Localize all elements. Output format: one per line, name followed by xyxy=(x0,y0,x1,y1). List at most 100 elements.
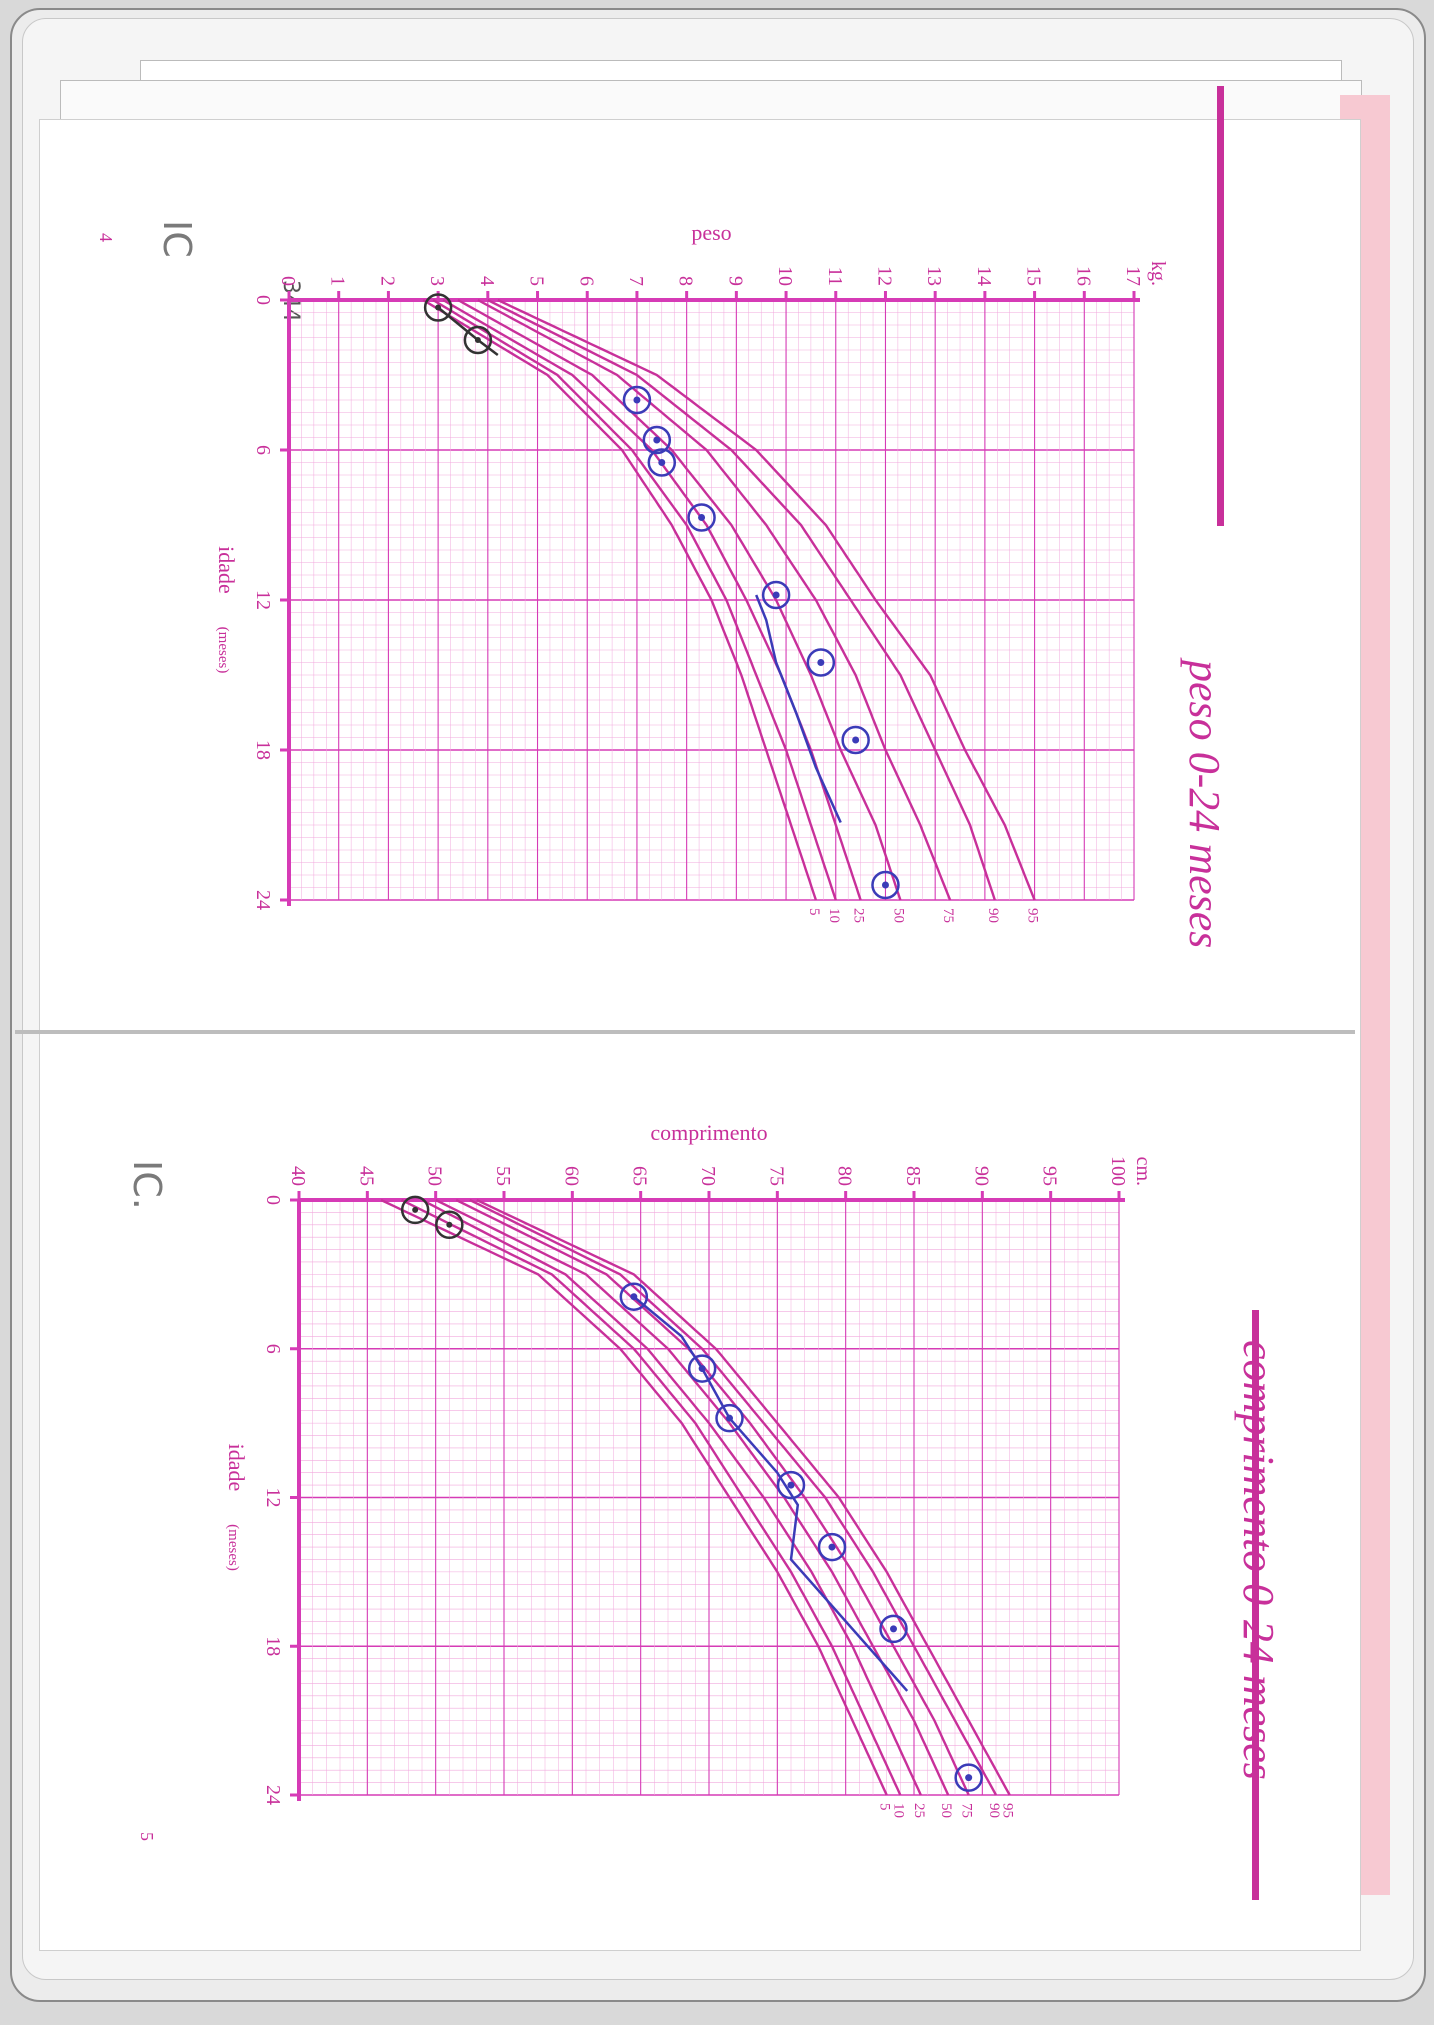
y-tick-label: 90 xyxy=(970,1166,992,1186)
pen-measurement-dot xyxy=(658,459,666,466)
y-tick-label: 60 xyxy=(560,1166,582,1186)
percentile-curve-90 xyxy=(487,298,996,901)
percentile-label: 50 xyxy=(938,1803,954,1818)
weight-page: peso 0-24 meses 4 IC 344 061218240123456… xyxy=(96,86,1229,948)
pen-measurement-dot xyxy=(965,1774,973,1782)
pencil-measurement-dot xyxy=(446,1221,453,1228)
y-tick-label: 70 xyxy=(697,1166,719,1186)
x-tick-label: 12 xyxy=(252,590,274,610)
y-axis-unit: cm. xyxy=(1132,1157,1154,1186)
x-tick-label: 24 xyxy=(252,890,274,910)
y-axis-unit: kg. xyxy=(1147,261,1169,286)
pen-measurement-circle xyxy=(806,648,836,677)
y-tick-label: 13 xyxy=(923,266,945,286)
y-tick-label: 45 xyxy=(355,1166,377,1186)
y-tick-label: 95 xyxy=(1039,1166,1061,1186)
y-tick-label: 4 xyxy=(476,276,498,286)
pencil-measurement-circle xyxy=(423,293,453,322)
title-bar xyxy=(1217,86,1224,526)
y-tick-label: 12 xyxy=(873,266,895,286)
page-number: 5 xyxy=(137,1832,157,1841)
percentile-curve-10 xyxy=(400,1198,902,1796)
y-tick-label: 11 xyxy=(824,267,846,286)
y-tick-label: 14 xyxy=(973,266,995,286)
pen-measurement-dot xyxy=(633,396,641,404)
y-tick-label: 15 xyxy=(1023,266,1045,286)
y-tick-label: 10 xyxy=(774,266,796,286)
pen-measurement-circle xyxy=(647,448,677,477)
y-tick-label: 7 xyxy=(625,276,647,286)
percentile-curve-10 xyxy=(432,298,837,901)
page-number: 4 xyxy=(96,233,116,242)
pencil-measurement-dot xyxy=(435,304,442,311)
percentile-label: 25 xyxy=(851,908,867,923)
percentile-curve-50 xyxy=(457,298,902,901)
x-axis-unit: (meses) xyxy=(215,627,231,674)
percentile-curve-5 xyxy=(422,298,818,901)
y-tick-label: 6 xyxy=(575,276,597,286)
y-tick-label: 50 xyxy=(424,1166,446,1186)
pen-measurement-dot xyxy=(772,591,780,599)
pen-measurement-dot xyxy=(630,1293,638,1301)
pencil-measurement-circle xyxy=(463,325,493,355)
percentile-label: 50 xyxy=(890,908,906,923)
percentile-curve-25 xyxy=(442,298,862,901)
pen-measurement-circle xyxy=(622,385,652,415)
pen-measurement-dot xyxy=(852,736,860,744)
y-tick-label: 17 xyxy=(1122,266,1144,286)
pen-growth-line xyxy=(633,1295,909,1692)
percentile-label: 10 xyxy=(826,908,842,923)
grid xyxy=(298,1199,1120,1796)
pen-measurement-circle xyxy=(879,1614,908,1644)
percentile-curve-95 xyxy=(497,298,1036,901)
y-tick-label: 55 xyxy=(492,1166,514,1186)
percentile-label: 90 xyxy=(986,1803,1002,1818)
percentile-curve-95 xyxy=(476,1198,1011,1796)
y-tick-label: 75 xyxy=(765,1166,787,1186)
grid xyxy=(288,299,1135,901)
pen-measurement-circle xyxy=(715,1403,744,1433)
y-tick-label: 3 xyxy=(426,276,448,286)
pen-growth-line xyxy=(755,594,842,824)
percentile-curve-25 xyxy=(421,1198,922,1796)
pen-measurement-circle xyxy=(687,1354,717,1383)
x-tick-label: 18 xyxy=(262,1636,284,1656)
y-tick-label: 1 xyxy=(327,276,349,286)
percentile-label: 90 xyxy=(985,908,1001,923)
y-tick-label: 65 xyxy=(629,1166,651,1186)
weight-title: peso 0-24 meses xyxy=(1180,657,1229,948)
handwritten-mark: IC. xyxy=(125,1160,169,1210)
y-tick-label: 8 xyxy=(675,276,697,286)
y-tick-label: 40 xyxy=(287,1166,309,1186)
x-tick-label: 6 xyxy=(252,445,274,455)
y-tick-label: 9 xyxy=(724,276,746,286)
percentile-label: 95 xyxy=(1000,1803,1016,1818)
handwritten-mark: IC xyxy=(155,220,199,258)
percentile-label: 5 xyxy=(806,908,822,916)
length-page: comprimento 0-24 meses 5 IC. 06121824404… xyxy=(125,1120,1283,1900)
y-tick-label: 2 xyxy=(376,276,398,286)
pencil-measurement-circle xyxy=(400,1195,430,1225)
pen-measurement-circle xyxy=(642,425,672,455)
pen-measurement-dot xyxy=(698,514,706,521)
x-tick-label: 12 xyxy=(262,1488,284,1508)
y-tick-label: 100 xyxy=(1107,1156,1129,1186)
pen-measurement-circle xyxy=(687,503,716,532)
percentile-label: 25 xyxy=(911,1803,927,1818)
pen-measurement-dot xyxy=(817,659,825,666)
percentile-label: 10 xyxy=(890,1803,906,1818)
pen-measurement-dot xyxy=(787,1481,795,1489)
x-tick-label: 24 xyxy=(262,1785,284,1805)
pencil-measurement-circle xyxy=(435,1210,464,1240)
pen-measurement-circle xyxy=(776,1470,806,1500)
percentile-curve-75 xyxy=(477,298,952,901)
x-tick-label: 6 xyxy=(262,1344,284,1354)
pen-measurement-circle xyxy=(817,1532,847,1562)
pen-measurement-dot xyxy=(890,1625,897,1633)
pen-measurement-circle xyxy=(954,1763,983,1792)
pen-measurement-circle xyxy=(871,870,900,900)
x-tick-label: 0 xyxy=(252,295,274,305)
booklet-fold xyxy=(15,1030,1355,1034)
